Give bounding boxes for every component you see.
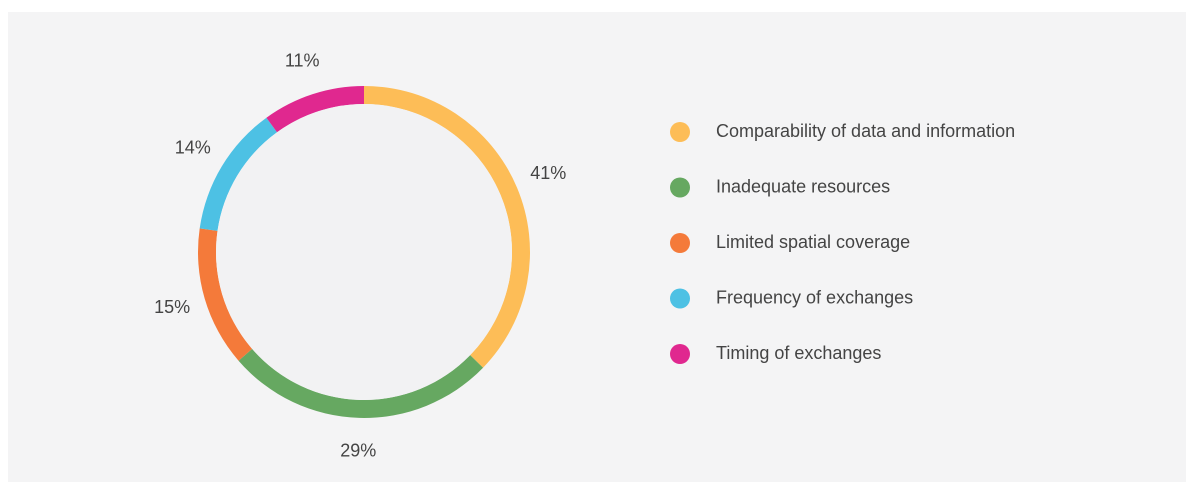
legend-label: Inadequate resources (716, 176, 890, 196)
donut-segment (266, 86, 364, 133)
data-label: 11% (285, 51, 320, 71)
legend-swatch (670, 233, 690, 253)
panel (8, 12, 1186, 482)
legend-label: Frequency of exchanges (716, 287, 913, 307)
legend-swatch (670, 122, 690, 142)
donut-segment (199, 117, 278, 231)
legend-swatch (670, 344, 690, 364)
data-label: 29% (340, 441, 376, 461)
legend-label: Limited spatial coverage (716, 232, 910, 252)
data-label: 14% (175, 137, 211, 157)
legend-swatch (670, 177, 690, 198)
donut-segment (238, 348, 484, 418)
donut-segment (197, 228, 253, 361)
donut-segment (364, 86, 530, 368)
legend-label: Timing of exchanges (716, 343, 881, 363)
data-label: 15% (154, 297, 190, 317)
legend-label: Comparability of data and information (716, 121, 1015, 141)
legend-swatch (670, 288, 690, 309)
donut-hole (216, 104, 512, 400)
data-label: 41% (530, 163, 566, 183)
